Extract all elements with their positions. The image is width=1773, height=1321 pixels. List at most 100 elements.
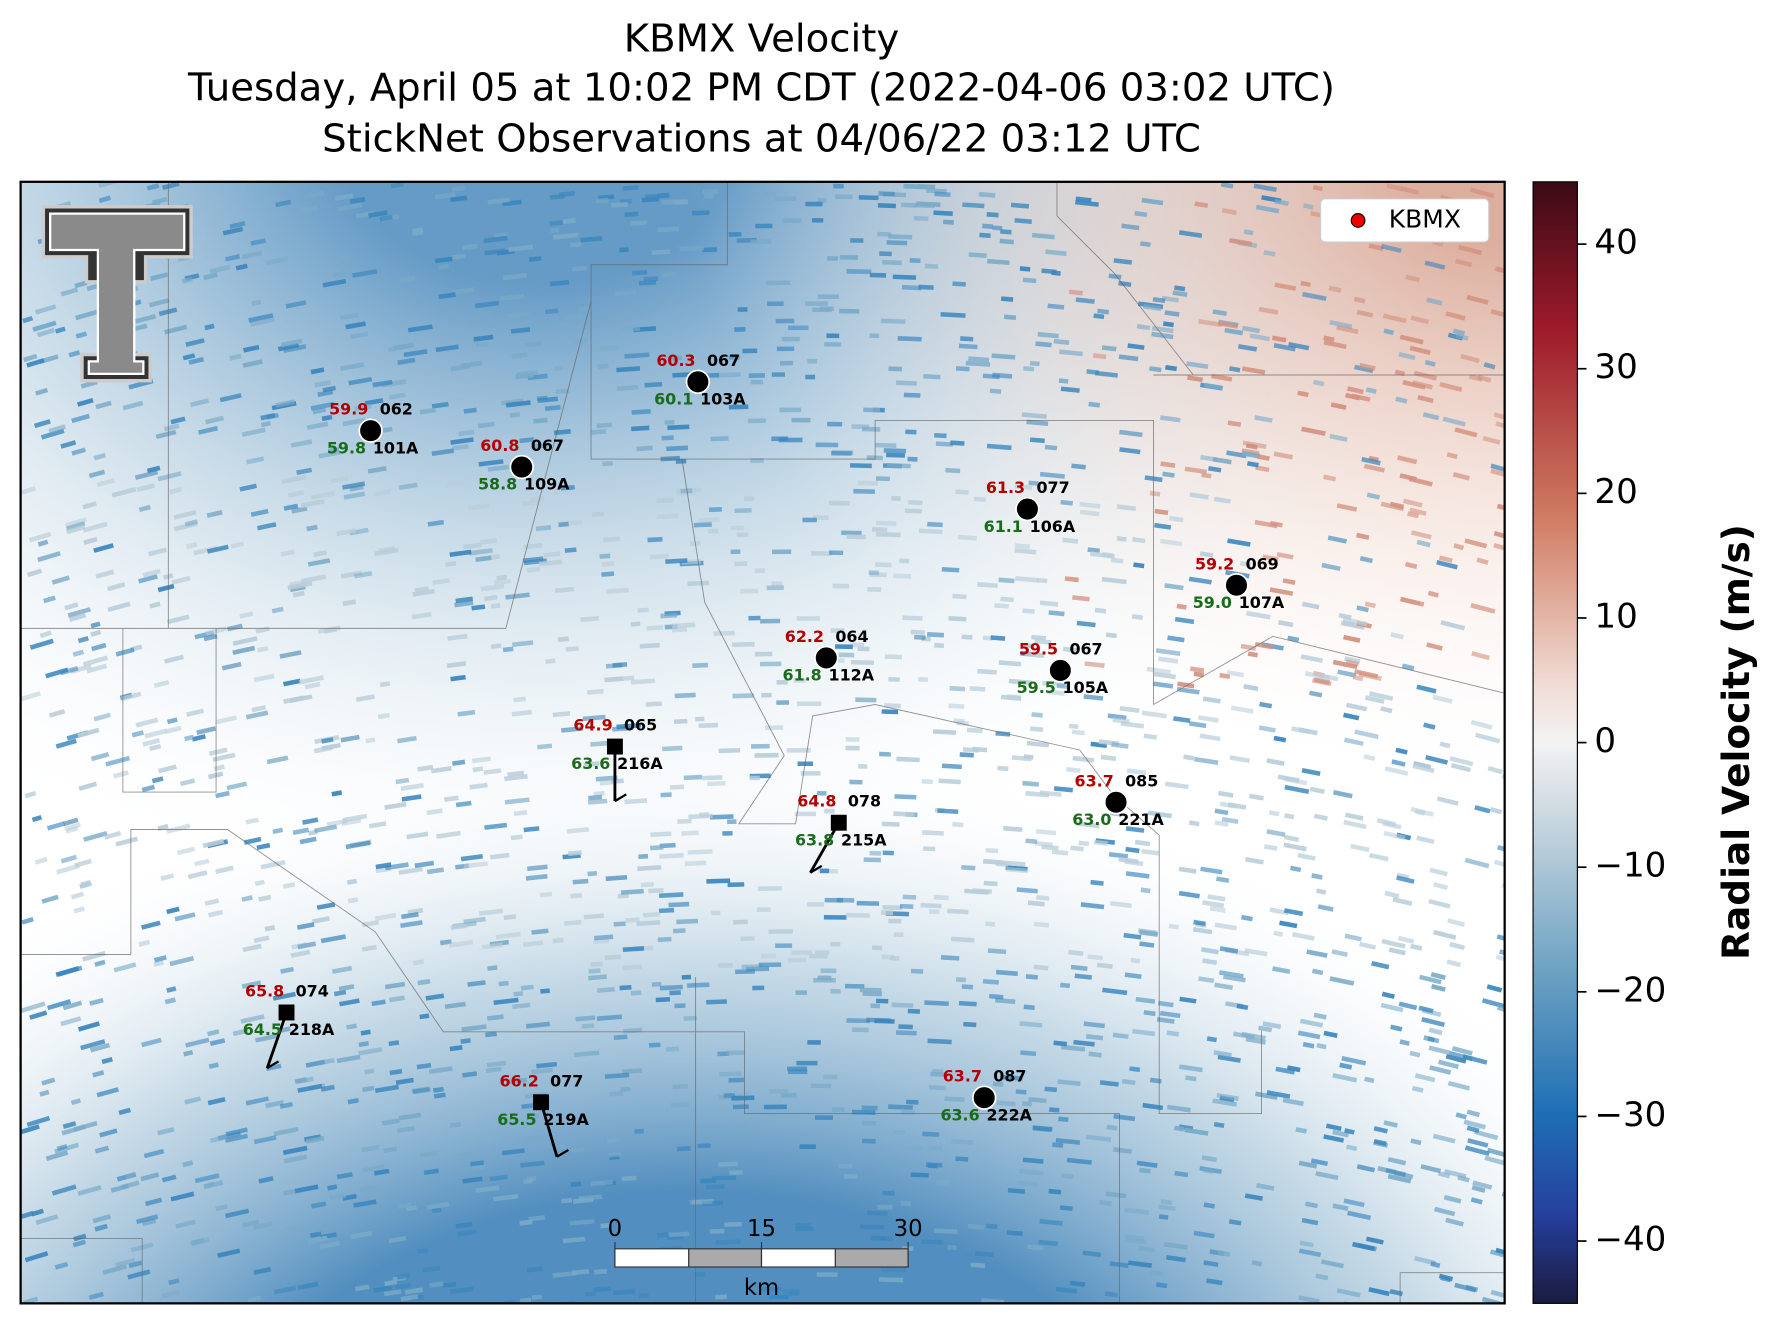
radar-gate: [639, 642, 660, 649]
radar-gate: [805, 374, 816, 380]
radar-gate: [875, 562, 892, 568]
radar-gate: [1076, 821, 1100, 829]
radar-gate: [850, 463, 872, 469]
radar-gate: [921, 779, 933, 785]
radar-gate: [206, 544, 229, 554]
radar-gate: [1274, 282, 1297, 291]
radar-gate: [706, 999, 727, 1005]
radar-gate: [157, 471, 182, 482]
radar-gate: [1031, 232, 1055, 240]
dewpoint: 59.8: [327, 438, 366, 457]
radar-gate: [998, 660, 1022, 667]
radar-gate: [1321, 1259, 1344, 1269]
radar-gate: [1357, 1242, 1377, 1252]
radar-gate: [168, 487, 182, 495]
radar-gate: [1263, 250, 1276, 257]
radar-gate: [990, 635, 1006, 641]
radar-gate: [616, 384, 639, 391]
radar-gate: [878, 1277, 904, 1283]
radar-gate: [460, 360, 483, 368]
radar-gate: [161, 1289, 180, 1299]
radar-gate: [1363, 463, 1385, 473]
radar-gate: [1189, 721, 1207, 729]
radar-gate: [771, 372, 785, 377]
radar-gate: [1124, 1207, 1149, 1216]
radar-gate: [597, 363, 609, 370]
radar-gate: [531, 1067, 554, 1075]
radar-gate: [903, 392, 921, 398]
radar-gate: [509, 412, 521, 418]
radar-gate: [73, 1233, 87, 1242]
radar-gate: [978, 192, 996, 198]
radar-gate: [463, 542, 482, 550]
radar-gate: [1430, 972, 1446, 980]
radar-gate: [1053, 786, 1074, 793]
radar-gate: [1246, 461, 1259, 468]
radar-gate: [291, 506, 308, 514]
radar-gate: [1000, 229, 1012, 235]
radar-gate: [398, 866, 423, 875]
radar-gate: [352, 269, 378, 278]
radar-gate: [95, 400, 112, 410]
scale-tick-label: 0: [608, 1216, 622, 1242]
radar-gate: [431, 1207, 442, 1214]
radar-gate: [706, 1184, 725, 1190]
radar-gate: [312, 407, 327, 415]
radar-gate: [815, 950, 830, 955]
radar-gate: [508, 311, 530, 318]
radar-gate: [922, 830, 944, 836]
radar-gate: [239, 483, 258, 492]
radar-gate: [1316, 1042, 1327, 1050]
radar-gate: [57, 965, 83, 977]
radar-gate: [1380, 501, 1405, 512]
radar-gate: [594, 934, 614, 941]
radar-gate: [1016, 887, 1038, 894]
radar-gate: [463, 916, 486, 925]
station-id: 216A: [617, 754, 663, 773]
radar-gate: [1068, 723, 1079, 730]
radar-gate: [708, 507, 722, 513]
radar-gate: [922, 1131, 940, 1137]
radar-gate: [1041, 268, 1057, 275]
radar-gate: [1178, 890, 1200, 899]
station-id: 215A: [841, 830, 887, 849]
radar-gate: [467, 980, 486, 987]
radar-gate: [630, 990, 642, 996]
radar-gate: [740, 588, 759, 594]
radar-gate: [1442, 416, 1466, 427]
radar-gate: [1279, 920, 1298, 929]
radar-gate: [944, 1096, 965, 1103]
radar-gate: [553, 1144, 566, 1150]
radar-gate: [1161, 295, 1179, 303]
radar-gate: [549, 193, 565, 200]
radar-gate: [1381, 991, 1395, 999]
radar-gate: [1310, 1158, 1329, 1167]
radar-gate: [340, 734, 360, 743]
radar-gate: [508, 244, 534, 252]
radar-gate: [1121, 223, 1140, 231]
radar-gate: [710, 436, 729, 442]
radar-gate: [1094, 607, 1107, 614]
radar-gate: [562, 1236, 586, 1244]
radar-gate: [151, 196, 168, 205]
radar-gate: [872, 945, 883, 951]
radar-gate: [613, 921, 626, 927]
radar-gate: [1490, 309, 1505, 319]
radar-gate: [867, 587, 882, 592]
radar-gate: [348, 376, 373, 386]
radar-gate: [378, 546, 396, 554]
radar-gate: [74, 280, 88, 289]
radar-gate: [553, 489, 571, 496]
radar-gate: [660, 455, 680, 462]
radar-gate: [813, 977, 836, 983]
radar-gate: [60, 287, 79, 297]
temperature: 64.8: [797, 792, 836, 811]
radar-gate: [731, 1095, 755, 1101]
radar-gate: [1466, 294, 1489, 305]
radar-gate: [553, 429, 571, 436]
radar-gate: [728, 231, 742, 237]
radar-gate: [508, 1077, 527, 1085]
radar-gate: [65, 517, 87, 528]
radar-gate: [1010, 202, 1030, 209]
radar-gate: [1365, 387, 1377, 394]
